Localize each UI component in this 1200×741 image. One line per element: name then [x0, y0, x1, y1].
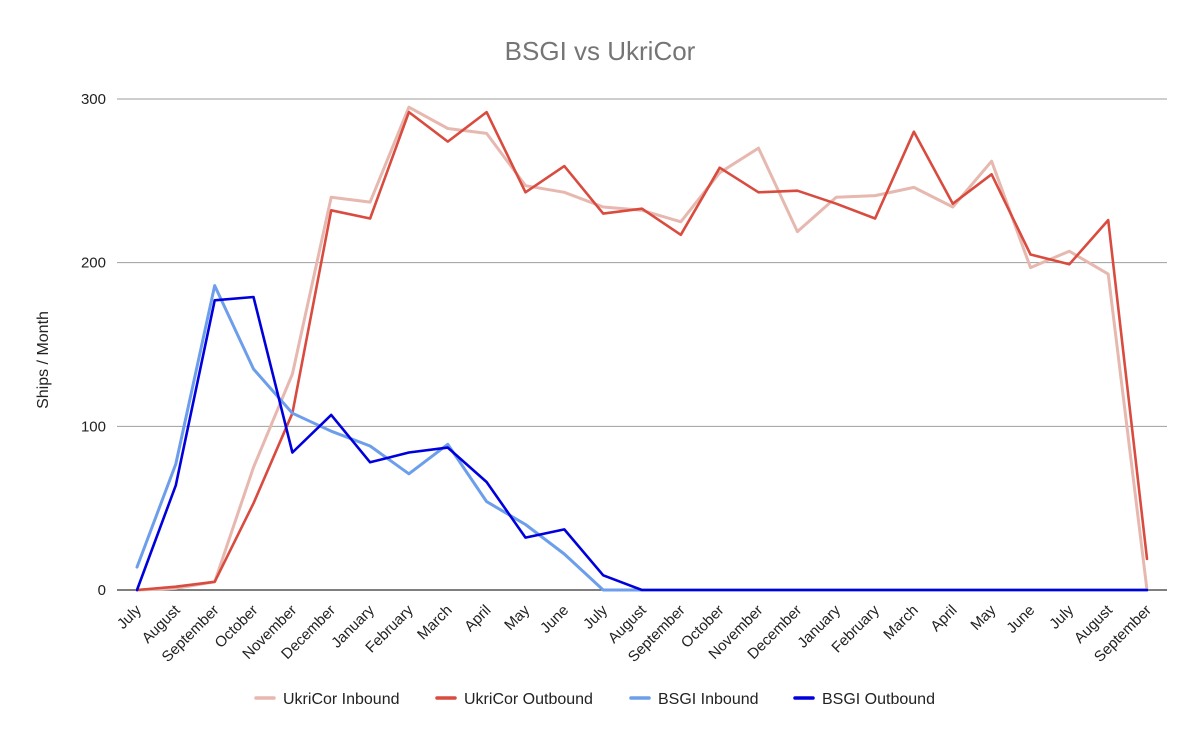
gridlines	[117, 98, 1167, 591]
legend: UkriCor Inbound UkriCor Outbound BSGI Inbo…	[254, 691, 935, 708]
x-tick-label: May	[967, 601, 999, 633]
series-line-ukricor-outbound	[135, 110, 1149, 592]
y-axis-label: Ships / Month	[35, 311, 52, 409]
x-tick-label: July	[580, 601, 611, 632]
legend-label: BSGI Outbound	[822, 691, 935, 708]
y-tick-labels: 0 100 200 300	[81, 91, 106, 599]
legend-label: BSGI Inbound	[658, 691, 759, 708]
x-tick-label: June	[537, 602, 572, 637]
x-tick-label: April	[461, 602, 494, 635]
x-tick-label: July	[1046, 601, 1077, 632]
y-tick-label: 300	[81, 91, 106, 108]
legend-label: UkriCor Outbound	[464, 691, 593, 708]
legend-item: UkriCor Outbound	[435, 691, 593, 708]
y-tick-label: 0	[98, 582, 106, 599]
x-tick-labels: JulyAugustSeptemberOctoberNovemberDecemb…	[114, 601, 1155, 665]
legend-item: BSGI Inbound	[629, 691, 759, 708]
x-tick-label: March	[880, 602, 921, 643]
chart-title: BSGI vs UkriCor	[505, 36, 696, 66]
x-tick-label: May	[501, 601, 533, 633]
legend-label: UkriCor Inbound	[283, 691, 400, 708]
legend-item: BSGI Outbound	[793, 691, 935, 708]
series-line-bsgi-outbound	[135, 295, 1149, 592]
series-line-ukricor-inbound	[135, 105, 1149, 592]
x-tick-label: July	[114, 601, 145, 632]
series-lines	[135, 105, 1149, 592]
x-tick-label: June	[1003, 602, 1038, 637]
x-tick-label: April	[927, 602, 960, 635]
x-tick-label: March	[414, 602, 455, 643]
y-tick-label: 200	[81, 255, 106, 272]
legend-item: UkriCor Inbound	[254, 691, 400, 708]
y-tick-label: 100	[81, 418, 106, 435]
